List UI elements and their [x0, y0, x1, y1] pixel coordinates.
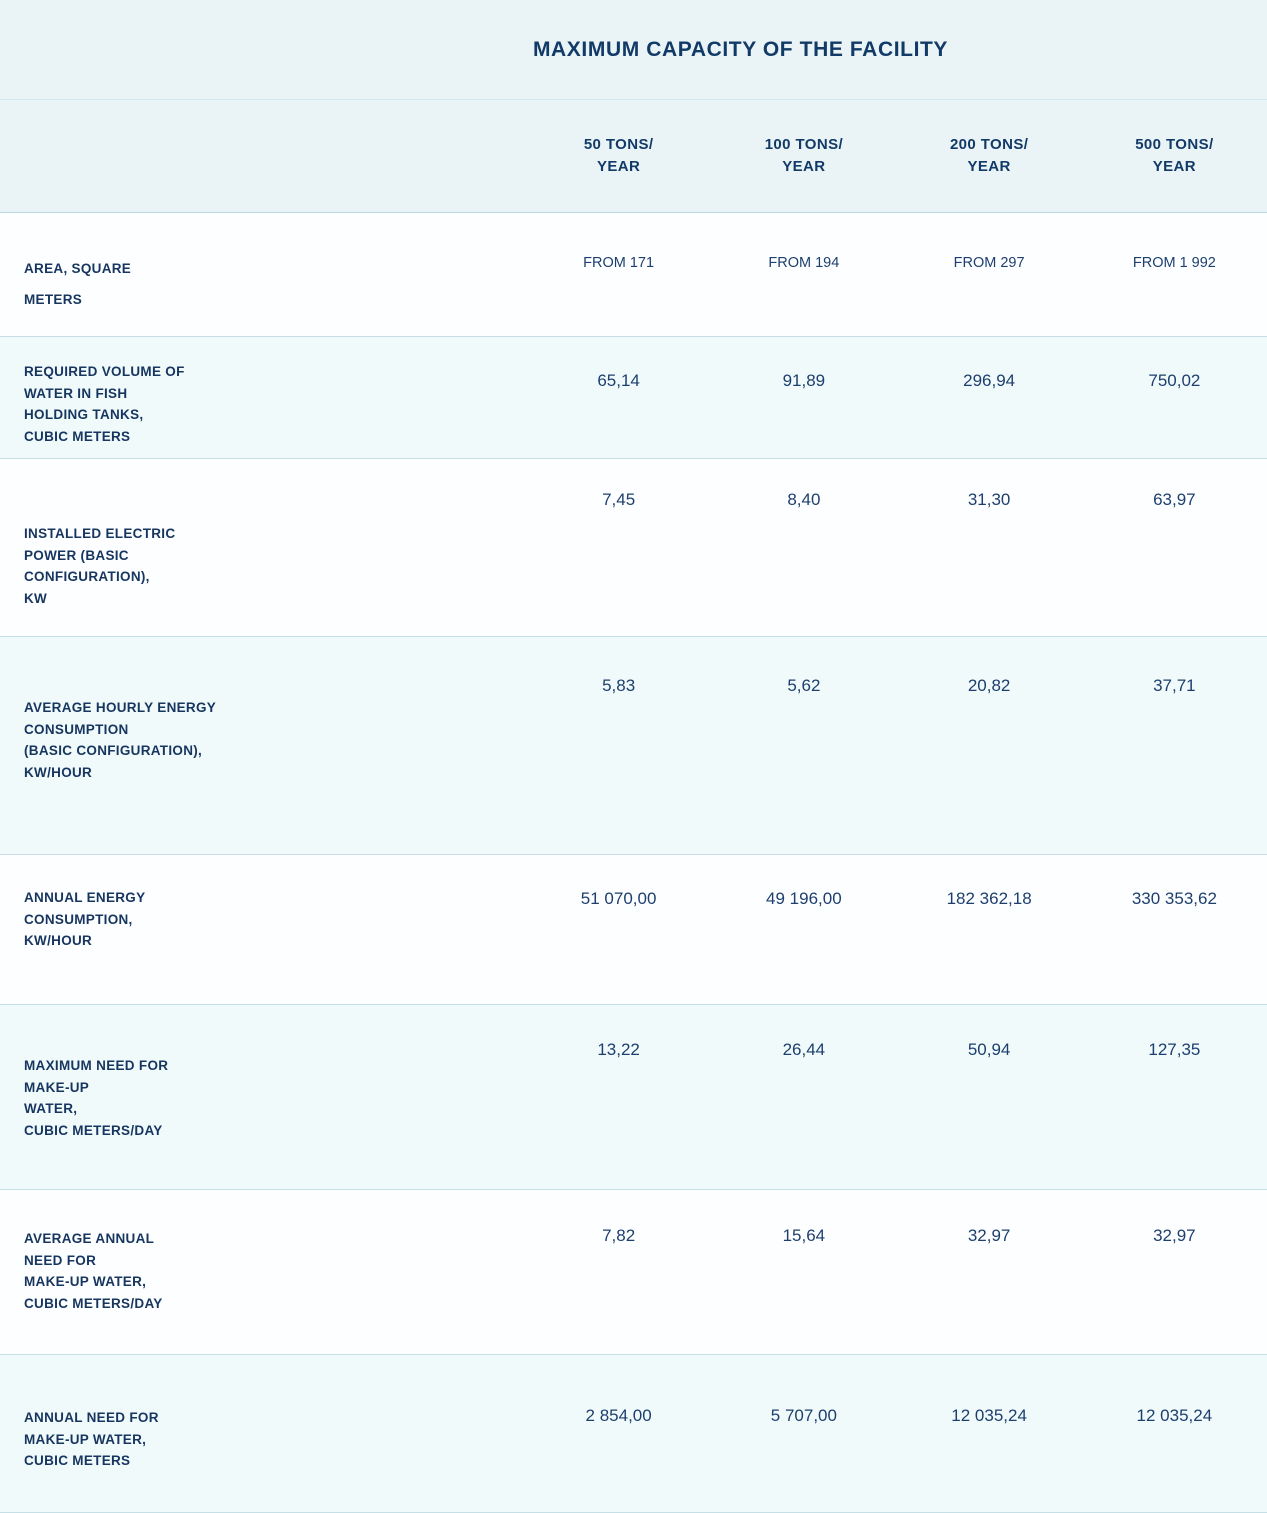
page-title: MAXIMUM CAPACITY OF THE FACILITY [532, 37, 949, 61]
row-label: AVERAGE HOURLY ENERGY CONSUMPTION (BASIC… [24, 700, 217, 780]
column-header-100-tons: 100 TONS/ YEAR [764, 136, 844, 175]
cell-value: 49 196,00 [766, 889, 842, 908]
table-row: MAXIMUM NEED FOR MAKE-UP WATER, CUBIC ME… [0, 1005, 1267, 1190]
row-label: REQUIRED VOLUME OF WATER IN FISH HOLDING… [24, 364, 185, 444]
title-band: MAXIMUM CAPACITY OF THE FACILITY [0, 0, 1267, 100]
table-row: ANNUAL ENERGY CONSUMPTION, KW/HOUR 51 07… [0, 855, 1267, 1005]
cell-value: 65,14 [597, 371, 640, 390]
row-label: AVERAGE ANNUAL NEED FOR MAKE-UP WATER, C… [24, 1231, 163, 1311]
table-row: REQUIRED VOLUME OF WATER IN FISH HOLDING… [0, 337, 1267, 459]
column-header-200-tons: 200 TONS/ YEAR [949, 136, 1029, 175]
cell-value: 13,22 [597, 1040, 640, 1059]
cell-value: 91,89 [782, 371, 826, 390]
cell-value: 31,30 [967, 490, 1011, 509]
column-header-row: 50 TONS/ YEAR 100 TONS/ YEAR 200 TONS/ Y… [0, 100, 1267, 213]
cell-value: 5,83 [602, 676, 636, 695]
cell-value: 5,62 [787, 676, 821, 695]
cell-value: FROM 1 992 [1132, 255, 1216, 271]
cell-value: 7,82 [602, 1226, 636, 1245]
table-row: AREA, SQUARE METERS FROM 171 FROM 194 FR… [0, 213, 1267, 337]
cell-value: 32,97 [967, 1226, 1011, 1245]
cell-value: 12 035,24 [1136, 1406, 1213, 1425]
cell-value: 26,44 [782, 1040, 826, 1059]
cell-value: 5 707,00 [770, 1406, 837, 1425]
cell-value: 37,71 [1153, 676, 1196, 695]
row-label: ANNUAL ENERGY CONSUMPTION, KW/HOUR [24, 890, 146, 949]
row-label: INSTALLED ELECTRIC POWER (BASIC CONFIGUR… [24, 526, 176, 606]
column-header-spacer [0, 134, 526, 212]
cell-value: 63,97 [1153, 490, 1196, 509]
cell-value: 12 035,24 [951, 1406, 1027, 1425]
cell-value: 51 070,00 [580, 889, 657, 908]
cell-value: 32,97 [1153, 1226, 1196, 1245]
cell-value: 127,35 [1148, 1040, 1201, 1059]
cell-value: FROM 171 [583, 255, 655, 271]
cell-value: 182 362,18 [946, 889, 1032, 908]
cell-value: 15,64 [782, 1226, 826, 1245]
column-header-50-tons: 50 TONS/ YEAR [583, 136, 654, 175]
table-row: AVERAGE ANNUAL NEED FOR MAKE-UP WATER, C… [0, 1190, 1267, 1355]
cell-value: 50,94 [967, 1040, 1011, 1059]
cell-value: FROM 194 [768, 255, 840, 271]
cell-value: 2 854,00 [585, 1406, 652, 1425]
table-row: INSTALLED ELECTRIC POWER (BASIC CONFIGUR… [0, 459, 1267, 637]
row-label: ANNUAL NEED FOR MAKE-UP WATER, CUBIC MET… [24, 1410, 159, 1469]
cell-value: 750,02 [1148, 371, 1201, 390]
cell-value: 296,94 [963, 371, 1016, 390]
table-row: ANNUAL NEED FOR MAKE-UP WATER, CUBIC MET… [0, 1355, 1267, 1513]
cell-value: 20,82 [967, 676, 1011, 695]
column-header-500-tons: 500 TONS/ YEAR [1135, 136, 1214, 175]
row-label: AREA, SQUARE METERS [24, 261, 132, 308]
row-label: MAXIMUM NEED FOR MAKE-UP WATER, CUBIC ME… [24, 1058, 169, 1138]
table-row: AVERAGE HOURLY ENERGY CONSUMPTION (BASIC… [0, 637, 1267, 855]
cell-value: FROM 297 [953, 255, 1025, 271]
cell-value: 330 353,62 [1131, 889, 1217, 908]
cell-value: 7,45 [602, 490, 636, 509]
cell-value: 8,40 [787, 490, 821, 509]
